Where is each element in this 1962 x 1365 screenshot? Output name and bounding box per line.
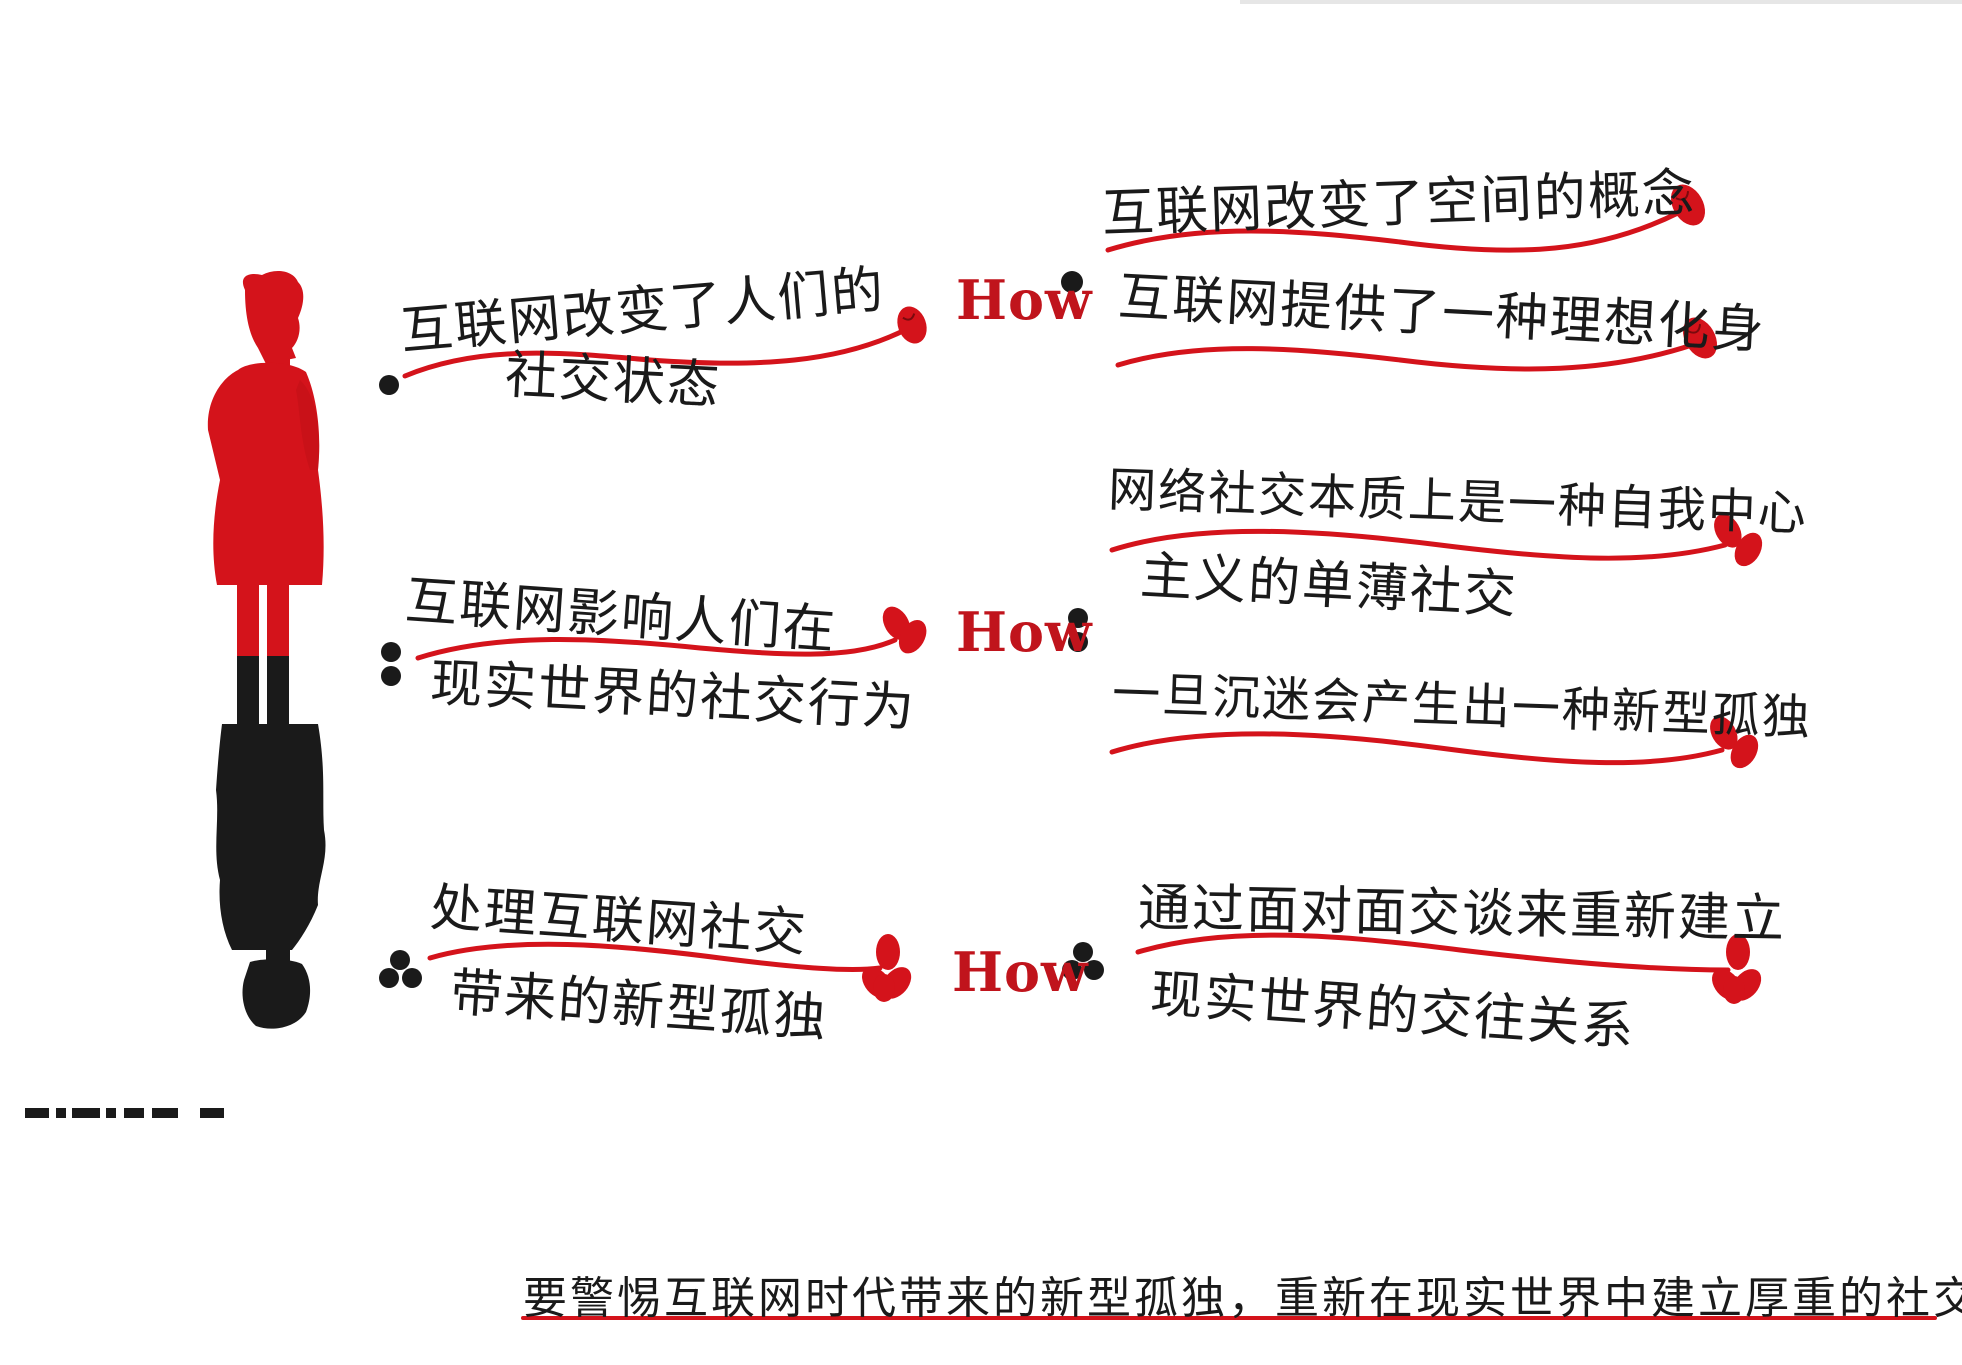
bullet-dot: [390, 950, 410, 970]
branch-stem: [1109, 731, 1725, 766]
branch-stem: [402, 327, 908, 379]
right-branch-3: [1109, 514, 1763, 567]
shadow-silhouette: [216, 656, 326, 1029]
connector-1-dots: [1061, 271, 1083, 293]
bullet-dot: [1068, 632, 1088, 652]
bullet-dot: [379, 375, 399, 395]
branch-stem: [1109, 528, 1728, 561]
right-branch-5-line1: 通过面对面交谈来重新建立: [1137, 878, 1787, 950]
bud-icon: [882, 606, 927, 654]
how-connector-1: How: [956, 268, 1093, 332]
bullet-dot: [1068, 608, 1088, 628]
how-connector-3: How: [952, 940, 1089, 1004]
right-branch-4: [1109, 716, 1759, 769]
summary-text: 要警惕互联网时代带来的新型孤独，重新在现实世界中建立厚重的社交关系。: [523, 1273, 1962, 1324]
branch-stem: [415, 636, 898, 661]
connector-3-dots: [1062, 942, 1104, 980]
left-branch-1-line2: 社交状态: [503, 345, 723, 417]
right-branch-2: [1115, 317, 1718, 372]
bullet-dot: [381, 666, 401, 686]
connector-2-dots: [1068, 608, 1088, 652]
bullet-dot: [402, 968, 422, 988]
bullet-dot: [1084, 960, 1104, 980]
left-branch-3: [379, 934, 912, 1002]
branch-stem: [1105, 209, 1683, 253]
right-branch-5: [1135, 932, 1762, 1004]
branch-stem: [1115, 342, 1695, 372]
left-branch-2: [381, 606, 927, 686]
bullet-dot: [381, 642, 401, 662]
branch-stem: [1135, 932, 1731, 973]
bud-icon: [1710, 716, 1759, 769]
how-connector-2: How: [956, 600, 1093, 664]
bullet-dot: [1062, 960, 1082, 980]
bullet-dot: [1073, 942, 1093, 962]
qr-code-fragment: [25, 1108, 224, 1118]
bud-icon: [862, 934, 912, 1002]
bullet-dot: [379, 968, 399, 988]
branch-stem: [427, 941, 883, 973]
bud-icon: [897, 306, 927, 344]
red-girl-silhouette: [207, 270, 324, 658]
right-branch-1: [1105, 184, 1706, 253]
bud-icon: [1682, 317, 1718, 359]
left-branch-1: [379, 306, 927, 395]
bud-icon: [1712, 934, 1762, 1004]
bud-icon: [1670, 184, 1706, 226]
bud-icon: [1714, 514, 1763, 567]
bullet-dot: [1061, 271, 1083, 293]
